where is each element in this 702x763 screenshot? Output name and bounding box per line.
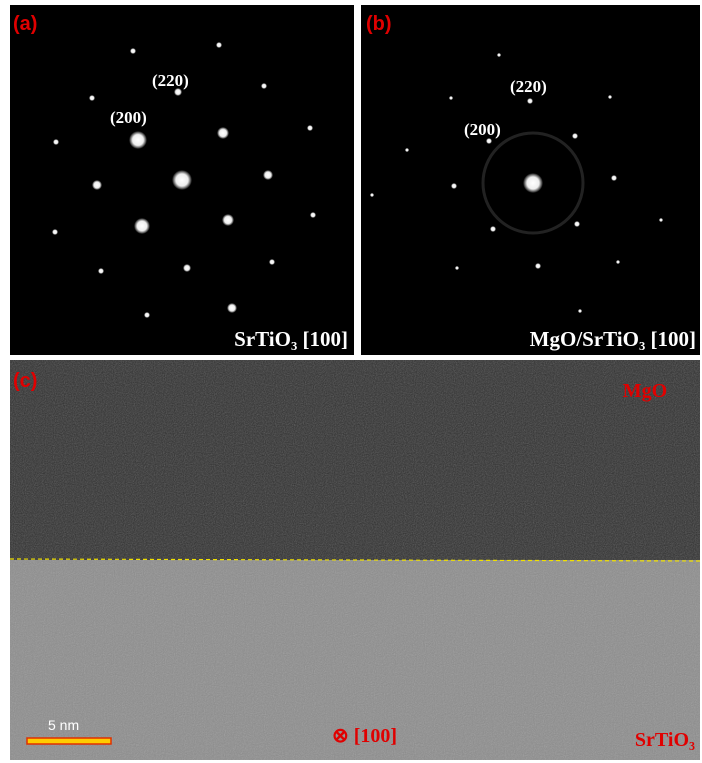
spot-index: (220) bbox=[510, 77, 547, 96]
layer-label: SrTiO₃ bbox=[635, 729, 695, 751]
figure: (a) (220) (200) SrTiO₃ [100] (b) (220) (… bbox=[0, 0, 702, 763]
panel-label: (a) bbox=[13, 13, 37, 35]
panel-label: (c) bbox=[13, 370, 37, 392]
scale-bar-label: 5 nm bbox=[48, 717, 79, 733]
panel-caption: MgO/SrTiO₃ [100] bbox=[530, 327, 696, 351]
panel-a: (a) (220) (200) SrTiO₃ [100] bbox=[10, 5, 354, 355]
panel-c: (c) MgO SrTiO₃ ⊗ [100] 5 nm bbox=[10, 360, 700, 760]
spot-index: (220) bbox=[152, 71, 189, 90]
spot-index: (200) bbox=[464, 120, 501, 139]
layer-label: MgO bbox=[623, 380, 667, 402]
panel-label: (b) bbox=[366, 13, 392, 35]
panel-caption: SrTiO₃ [100] bbox=[234, 327, 348, 351]
panel-b: (b) (220) (200) MgO/SrTiO₃ [100] bbox=[361, 5, 700, 355]
scale-bar bbox=[27, 738, 111, 744]
spot-index: (200) bbox=[110, 108, 147, 127]
zone-axis: ⊗ [100] bbox=[332, 725, 397, 747]
